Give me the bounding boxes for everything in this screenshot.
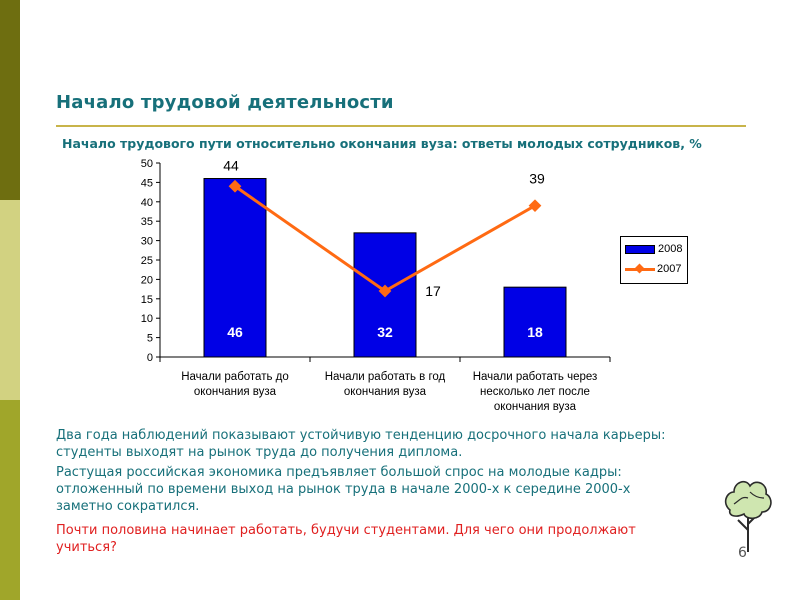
legend-swatch-line [625,262,655,276]
title-divider [56,125,746,127]
bar-value-label: 46 [227,324,243,340]
bar [503,286,567,358]
legend-swatch-bar [625,244,655,254]
y-tick-label: 25 [141,255,153,267]
legend-item-2008: 2008 [625,242,682,256]
y-tick-label: 40 [141,197,153,209]
sidebar-stripe [0,0,20,600]
line-point [228,179,242,193]
line-value-label: 39 [529,171,545,187]
y-tick-label: 5 [147,333,153,345]
legend-item-2007: 2007 [625,262,681,276]
paragraph-economy: Растущая российская экономика предъявляе… [56,465,631,514]
sidebar-block-bottom [0,400,20,600]
x-category-label: окончания вуза [344,386,427,398]
y-tick-label: 30 [141,236,153,248]
x-category-label: Начали работать через [473,371,598,383]
y-tick-label: 10 [141,313,153,325]
x-category-label: окончания вуза [494,401,577,413]
slide-title: Начало трудовой деятельности [56,92,394,113]
chart-title: Начало трудового пути относительно оконч… [62,136,702,151]
y-tick-label: 35 [141,216,153,228]
legend-label: 2008 [658,243,683,255]
y-tick-label: 50 [141,158,153,170]
y-tick-label: 20 [141,274,153,286]
legend-label: 2007 [657,263,682,275]
y-tick-label: 15 [141,294,153,306]
y-tick-label: 0 [147,352,153,364]
sidebar-block-top [0,0,20,200]
bar-value-label: 18 [527,324,543,340]
chart-legend: 2008 2007 [620,236,688,284]
sidebar-block-middle [0,200,20,400]
line-point [378,284,392,298]
paragraph-question: Почти половина начинает работать, будучи… [56,523,636,555]
bar-value-label: 32 [377,324,393,340]
page-number: 6 [738,545,747,561]
line-value-label: 44 [223,157,239,173]
x-category-label: окончания вуза [194,386,277,398]
bar [203,178,267,358]
line-value-label: 17 [425,283,441,299]
line-series-2007 [234,185,536,293]
y-tick-label: 45 [141,177,153,189]
line-point [528,199,542,213]
tree-icon [724,480,772,552]
x-category-label: Начали работать в год [325,371,446,383]
x-category-label: несколько лет после [480,386,590,398]
paragraph-trend: Два года наблюдений показывают устойчиву… [56,428,666,460]
x-category-label: Начали работать до [181,371,289,383]
bar [353,232,417,358]
